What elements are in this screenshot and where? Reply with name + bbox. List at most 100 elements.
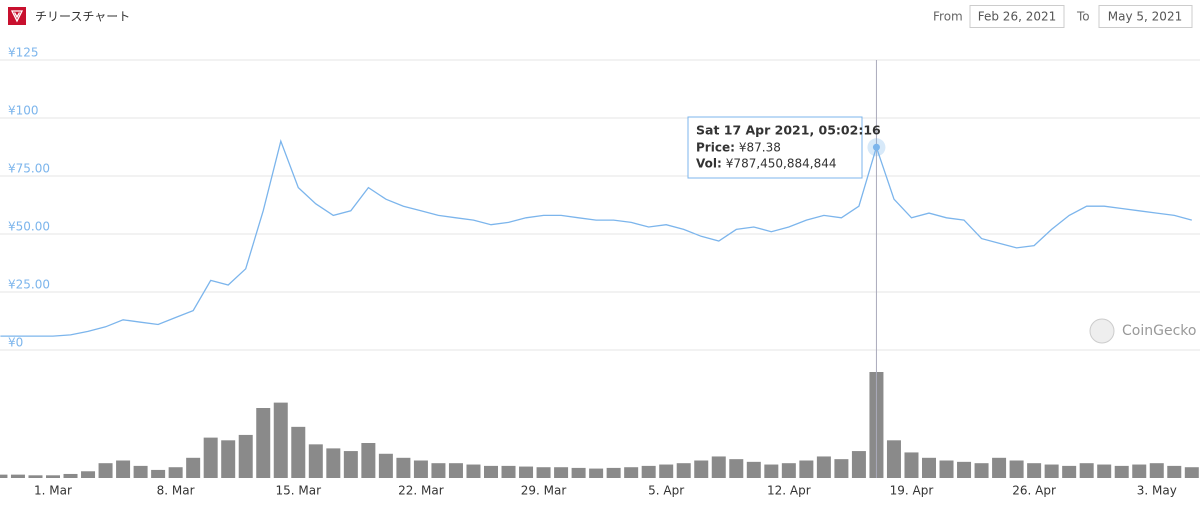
volume-bar: [1009, 460, 1024, 478]
volume-bar: [536, 467, 551, 478]
volume-bar: [238, 434, 253, 478]
volume-bar: [1079, 463, 1094, 478]
from-input[interactable]: [969, 5, 1065, 28]
volume-bar: [186, 457, 201, 478]
volume-bar: [63, 473, 78, 478]
volume-bar: [589, 468, 604, 478]
x-tick-label: 12. Apr: [767, 484, 811, 498]
volume-bar: [519, 466, 534, 478]
volume-bar: [957, 461, 972, 478]
tooltip-box: [687, 116, 863, 179]
volume-bar: [133, 465, 148, 478]
to-label: To: [1076, 10, 1090, 24]
volume-bar: [343, 451, 358, 478]
hover-point: [872, 143, 880, 151]
volume-bar: [816, 456, 831, 478]
volume-bar: [851, 451, 866, 478]
volume-bar: [484, 465, 498, 478]
y-tick-label: ¥0: [8, 336, 23, 350]
logo-icon: [10, 10, 24, 23]
volume-bar: [1044, 464, 1059, 478]
volume-bar: [326, 448, 341, 478]
volume-bar: [1184, 467, 1199, 478]
x-tick-label: 5. Apr: [648, 484, 684, 498]
plot: 1. Mar 8. Mar 15. Mar 22. Mar 29. Mar 5. Apr 1…: [0, 60, 1199, 498]
volume-bar: [98, 463, 113, 478]
volume-bar: [10, 474, 25, 478]
volume-bar: [781, 463, 796, 478]
from-label: From: [933, 10, 963, 24]
volume-bar: [799, 460, 814, 478]
volume-bar: [1097, 464, 1112, 478]
volume-bar: [1062, 465, 1077, 478]
volume-bar: [904, 452, 919, 478]
to-date[interactable]: May 5, 2021: [1108, 10, 1182, 24]
volume-bar: [413, 460, 428, 478]
volume-bar: [764, 464, 779, 478]
watermark-logo: [1089, 318, 1115, 344]
volume-bar: [1027, 463, 1042, 478]
tooltip-title: Sat 17 Apr 2021, 05:02:16: [696, 123, 881, 138]
volume-bar: [81, 471, 96, 478]
volume-bar: [641, 465, 656, 478]
volume-bar: [221, 440, 236, 478]
volume-bar: [939, 460, 954, 478]
x-tick-label: 22. Mar: [398, 484, 444, 498]
volume-bar: [922, 457, 936, 478]
volume-bar: [834, 459, 849, 478]
y-tick-label: ¥50.00: [8, 220, 50, 234]
volume-bar: [151, 469, 166, 478]
tooltip-label: Price:: [696, 141, 735, 155]
y-tick-label: ¥75.00: [8, 162, 50, 176]
volume-bar: [466, 464, 481, 478]
volume-bar: [694, 460, 709, 478]
x-tick-label: 1. Mar: [34, 484, 72, 498]
volume-bar: [501, 465, 516, 478]
volume-bar: [396, 457, 411, 478]
volume-bar: [116, 460, 131, 478]
volume-bar: [974, 463, 989, 478]
volume-bar: [168, 467, 183, 478]
volume-bar: [203, 437, 218, 478]
volume-bar: [308, 444, 323, 478]
to-input[interactable]: [1098, 5, 1193, 28]
tooltip-value: ¥787,450,884,844: [726, 157, 837, 171]
volume-bar: [554, 467, 569, 478]
x-tick-label: 19. Apr: [890, 484, 934, 498]
watermark: CoinGecko: [1089, 318, 1196, 344]
y-tick-label: ¥100: [8, 104, 39, 118]
volume-bar: [659, 464, 674, 478]
x-tick-label: 8. Mar: [157, 484, 195, 498]
volume-bar: [291, 426, 306, 478]
price-line: [0, 139, 1192, 337]
volume-bar: [571, 467, 586, 478]
x-tick-label: 26. Apr: [1012, 484, 1056, 498]
volume-bar: [1149, 463, 1164, 478]
volume-bar: [886, 440, 901, 478]
volume-bar: [1114, 465, 1129, 478]
grid: ¥0 ¥25.00 ¥50.00 ¥75.00 ¥100 ¥125: [0, 46, 1200, 351]
volume-bar: [1132, 464, 1147, 478]
chart-title: チリースチャート: [35, 10, 130, 24]
volume-bar: [992, 457, 1007, 478]
volume-bar: [28, 475, 43, 478]
volume-bar: [378, 453, 393, 478]
x-tick-label: 15. Mar: [276, 484, 322, 498]
y-tick-label: ¥25.00: [8, 278, 50, 292]
volume-bar: [256, 408, 271, 478]
volume-bar: [46, 475, 60, 478]
x-tick-label: 3. May: [1137, 484, 1177, 498]
volume-bar: [676, 463, 691, 478]
volume-bar: [0, 474, 8, 478]
volume-bar: [746, 461, 761, 478]
from-date[interactable]: Feb 26, 2021: [978, 10, 1057, 24]
volume-bar: [606, 467, 621, 478]
volume-bar: [273, 402, 288, 478]
volume-bar: [729, 459, 744, 478]
watermark-text: CoinGecko: [1122, 323, 1196, 339]
x-tick-label: 29. Mar: [521, 484, 567, 498]
tooltip-value: ¥87.38: [739, 141, 781, 155]
volume-bar: [361, 443, 376, 478]
volume-bar: [448, 463, 463, 478]
